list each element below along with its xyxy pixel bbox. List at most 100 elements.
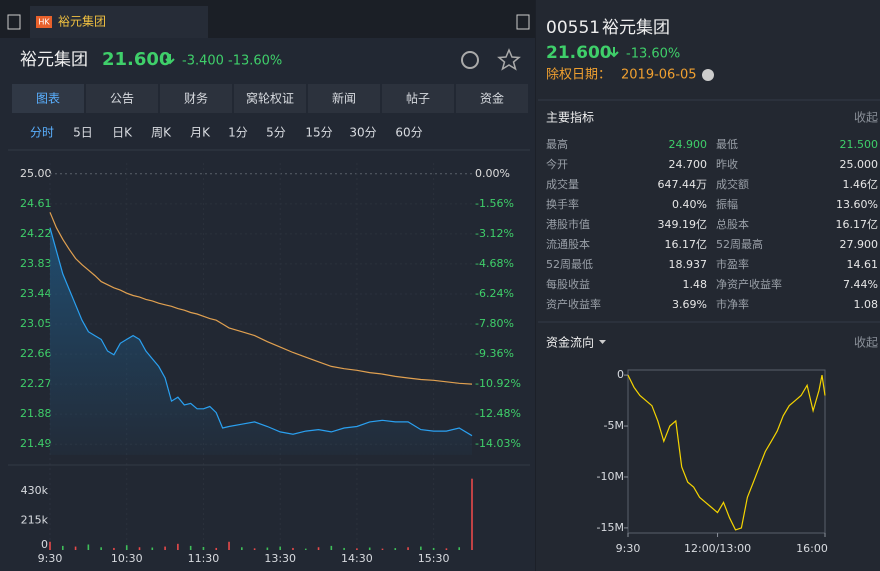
metric-label: 成交额 <box>716 177 749 191</box>
period[interactable]: 5日 <box>73 126 93 140</box>
metric-value: 1.08 <box>854 298 879 311</box>
volume-bar <box>458 547 461 550</box>
section-title[interactable]: 资金流向 <box>546 335 594 350</box>
metric-label: 换手率 <box>546 197 579 211</box>
collapse[interactable]: 收起 <box>854 111 878 125</box>
volume-bar <box>394 548 397 550</box>
volume-bar <box>61 545 64 550</box>
metric-label: 市盈率 <box>716 257 749 271</box>
x-tick-label: 14:30 <box>341 552 373 565</box>
metric-value: 24.900 <box>669 138 708 151</box>
metric-value: 3.69% <box>672 298 707 311</box>
period[interactable]: 15分 <box>305 126 332 140</box>
y-tick-label: 23.83 <box>20 257 52 270</box>
x-tick-label: 13:30 <box>264 552 296 565</box>
metric-value: 16.17亿 <box>665 238 708 251</box>
line <box>49 212 473 385</box>
volume-bar <box>228 541 230 550</box>
metric-value: 16.17亿 <box>836 218 879 231</box>
tab[interactable] <box>456 84 528 113</box>
y-tick-label: 22.66 <box>20 347 52 360</box>
period[interactable]: 1分 <box>228 126 248 140</box>
tab[interactable] <box>86 84 158 113</box>
tab-label[interactable]: 资金 <box>480 91 504 106</box>
metric-value: 1.48 <box>683 278 708 291</box>
volume-bar <box>292 547 294 550</box>
y2-tick-label: -10.92% <box>475 377 521 390</box>
volume-bar <box>87 544 90 550</box>
plot-frame <box>627 369 826 534</box>
metric-label: 总股本 <box>716 217 749 231</box>
change-pct: -13.60% <box>228 54 282 69</box>
volume-bar <box>215 547 218 550</box>
volume-bar <box>202 546 205 550</box>
y-tick-label: -5M <box>604 419 624 432</box>
tab[interactable] <box>160 84 232 113</box>
volume-bar <box>407 547 409 550</box>
volume-bar <box>177 543 179 550</box>
period[interactable]: 周K <box>151 126 172 140</box>
tab[interactable] <box>12 84 84 113</box>
change-pct: -13.60% <box>626 47 680 62</box>
volume-bar <box>189 545 192 550</box>
metric-value: 21.500 <box>840 138 879 151</box>
volume-bar <box>151 547 154 550</box>
window-tab[interactable] <box>30 6 208 38</box>
tab-label[interactable]: 公告 <box>110 92 134 106</box>
stock-name: 裕元集团 <box>20 50 88 70</box>
star-icon[interactable] <box>497 48 521 71</box>
down-arrow <box>609 47 619 58</box>
panel-icon[interactable] <box>7 14 21 30</box>
metric-label: 最高 <box>546 137 568 151</box>
tab[interactable] <box>234 84 306 113</box>
tab-label[interactable]: 新闻 <box>332 91 356 106</box>
tab-label[interactable]: 窝轮权证 <box>246 91 294 106</box>
tab-label[interactable]: 帖子 <box>406 91 430 106</box>
volume-bar <box>164 546 166 550</box>
section-title: 主要指标 <box>546 110 594 125</box>
period[interactable]: 30分 <box>349 126 376 140</box>
metric-label: 成交量 <box>546 177 579 191</box>
tab-label[interactable]: 图表 <box>36 92 60 106</box>
period[interactable]: 60分 <box>395 126 422 140</box>
refresh-icon[interactable] <box>461 51 479 69</box>
price: 21.600 <box>102 49 171 70</box>
period[interactable]: 5分 <box>266 126 286 140</box>
volume-bar <box>241 547 243 550</box>
volume-bar <box>317 547 320 550</box>
x-tick-label: 10:30 <box>111 552 143 565</box>
metric-label: 市净率 <box>716 297 749 311</box>
stock-name: 裕元集团 <box>602 18 670 38</box>
tab[interactable] <box>382 84 454 113</box>
y2-tick-label: -3.12% <box>475 227 514 240</box>
volume-bar <box>125 545 128 550</box>
y2-tick-label: -6.24% <box>475 287 514 300</box>
collapse[interactable]: 收起 <box>854 336 878 350</box>
x-tick-label: 9:30 <box>616 542 641 555</box>
dropdown-icon[interactable] <box>599 340 606 344</box>
down-arrow <box>165 54 175 65</box>
metric-label: 52周最低 <box>546 258 593 271</box>
metric-label: 每股收益 <box>546 277 590 291</box>
period[interactable]: 月K <box>190 126 211 140</box>
line <box>627 374 826 531</box>
y-tick-label: 22.27 <box>20 377 52 390</box>
tab[interactable] <box>308 84 380 113</box>
y-tick-label: 21.88 <box>20 407 52 420</box>
volume-bar <box>138 547 141 550</box>
period[interactable]: 分时 <box>30 126 54 140</box>
metric-value: 18.937 <box>669 258 708 271</box>
info-icon[interactable] <box>702 69 714 81</box>
period[interactable]: 日K <box>112 126 133 140</box>
volume-bar <box>113 547 115 550</box>
volume-bar <box>330 545 333 550</box>
metric-value: 7.44% <box>843 278 878 291</box>
x-tick-label: 11:30 <box>188 552 220 565</box>
x-tick-label: 16:00 <box>796 542 828 555</box>
right-panel <box>536 0 880 571</box>
tab-label[interactable]: 财务 <box>184 91 208 106</box>
panel-icon[interactable] <box>516 14 530 30</box>
line <box>49 227 473 437</box>
y-tick-label: 23.05 <box>20 317 52 330</box>
badge-text: HK <box>38 18 50 27</box>
